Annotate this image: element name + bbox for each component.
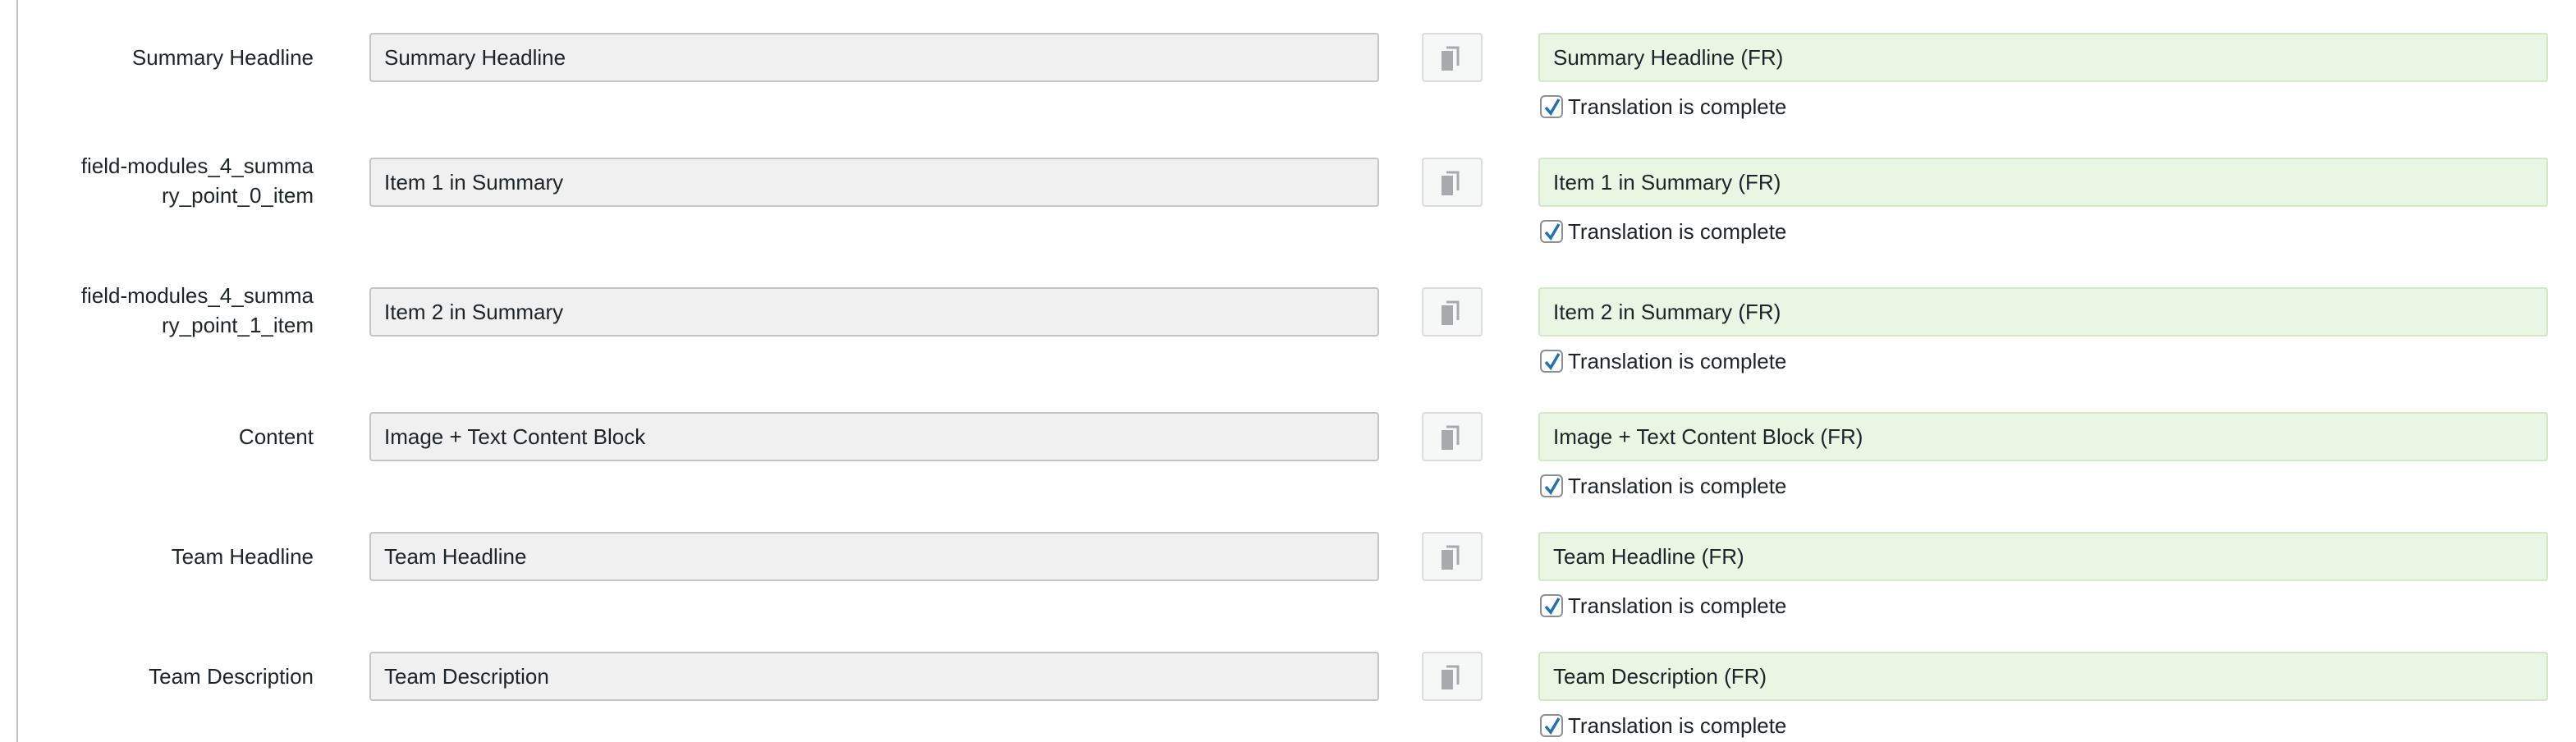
checkmark-icon [1544, 98, 1561, 116]
field-label: Team Description [149, 664, 314, 689]
source-text-field[interactable]: Item 1 in Summary [369, 158, 1379, 207]
checkbox-label: Translation is complete [1568, 473, 1787, 498]
copy-button[interactable] [1422, 532, 1483, 581]
source-text-field[interactable]: Image + Text Content Block [369, 412, 1379, 461]
copy-icon [1442, 665, 1460, 689]
copy-icon [1442, 46, 1460, 71]
translation-field[interactable]: Team Headline (FR) [1538, 532, 2548, 581]
translation-field[interactable]: Team Description (FR) [1538, 652, 2548, 701]
translation-field[interactable]: Item 2 in Summary (FR) [1538, 287, 2548, 337]
copy-button[interactable] [1422, 158, 1483, 207]
copy-button[interactable] [1422, 287, 1483, 337]
checkbox[interactable] [1540, 474, 1563, 497]
field-label: Summary Headline [131, 45, 314, 70]
copy-button[interactable] [1422, 33, 1483, 82]
translation-field[interactable]: Item 1 in Summary (FR) [1538, 158, 2548, 207]
checkbox-label: Translation is complete [1568, 218, 1787, 244]
checkmark-icon [1544, 223, 1561, 240]
field-label-line: field-modules_4_summa [80, 283, 314, 308]
translation-complete-checkbox[interactable]: Translation is complete [1540, 471, 1786, 501]
translation-field[interactable]: Summary Headline (FR) [1538, 33, 2548, 82]
source-text-field[interactable]: Team Headline [369, 532, 1379, 581]
field-label: Team Headline [171, 544, 314, 569]
field-label: field-modules_4_summa ry_point_0_item [51, 151, 314, 210]
checkbox[interactable] [1540, 350, 1563, 373]
translation-field[interactable]: Image + Text Content Block (FR) [1538, 412, 2548, 461]
field-label-line: field-modules_4_summa [80, 153, 314, 178]
checkbox[interactable] [1540, 95, 1563, 118]
translation-complete-checkbox[interactable]: Translation is complete [1540, 591, 1786, 621]
checkbox-label: Translation is complete [1568, 94, 1787, 119]
checkmark-icon [1544, 598, 1561, 615]
checkmark-icon [1544, 717, 1561, 735]
left-border [16, 0, 18, 742]
checkbox-label: Translation is complete [1568, 348, 1787, 373]
copy-button[interactable] [1422, 652, 1483, 701]
field-label: field-modules_4_summa ry_point_1_item [51, 281, 314, 340]
field-label-line: ry_point_1_item [162, 313, 314, 337]
field-label: Content [238, 424, 314, 449]
checkbox[interactable] [1540, 594, 1563, 617]
source-text-field[interactable]: Item 2 in Summary [369, 287, 1379, 337]
checkbox[interactable] [1540, 714, 1563, 737]
source-text-field[interactable]: Summary Headline [369, 33, 1379, 82]
copy-button[interactable] [1422, 412, 1483, 461]
field-label-line: ry_point_0_item [162, 183, 314, 208]
checkbox-label: Translation is complete [1568, 712, 1787, 738]
translation-complete-checkbox[interactable]: Translation is complete [1540, 346, 1786, 376]
checkmark-icon [1544, 353, 1561, 370]
translation-complete-checkbox[interactable]: Translation is complete [1540, 92, 1786, 121]
translation-complete-checkbox[interactable]: Translation is complete [1540, 711, 1786, 740]
source-text-field[interactable]: Team Description [369, 652, 1379, 701]
copy-icon [1442, 545, 1460, 570]
checkbox-label: Translation is complete [1568, 593, 1787, 618]
checkbox[interactable] [1540, 220, 1563, 243]
checkmark-icon [1544, 478, 1561, 495]
copy-icon [1442, 425, 1460, 450]
copy-icon [1442, 171, 1460, 195]
copy-icon [1442, 300, 1460, 325]
translation-complete-checkbox[interactable]: Translation is complete [1540, 217, 1786, 246]
